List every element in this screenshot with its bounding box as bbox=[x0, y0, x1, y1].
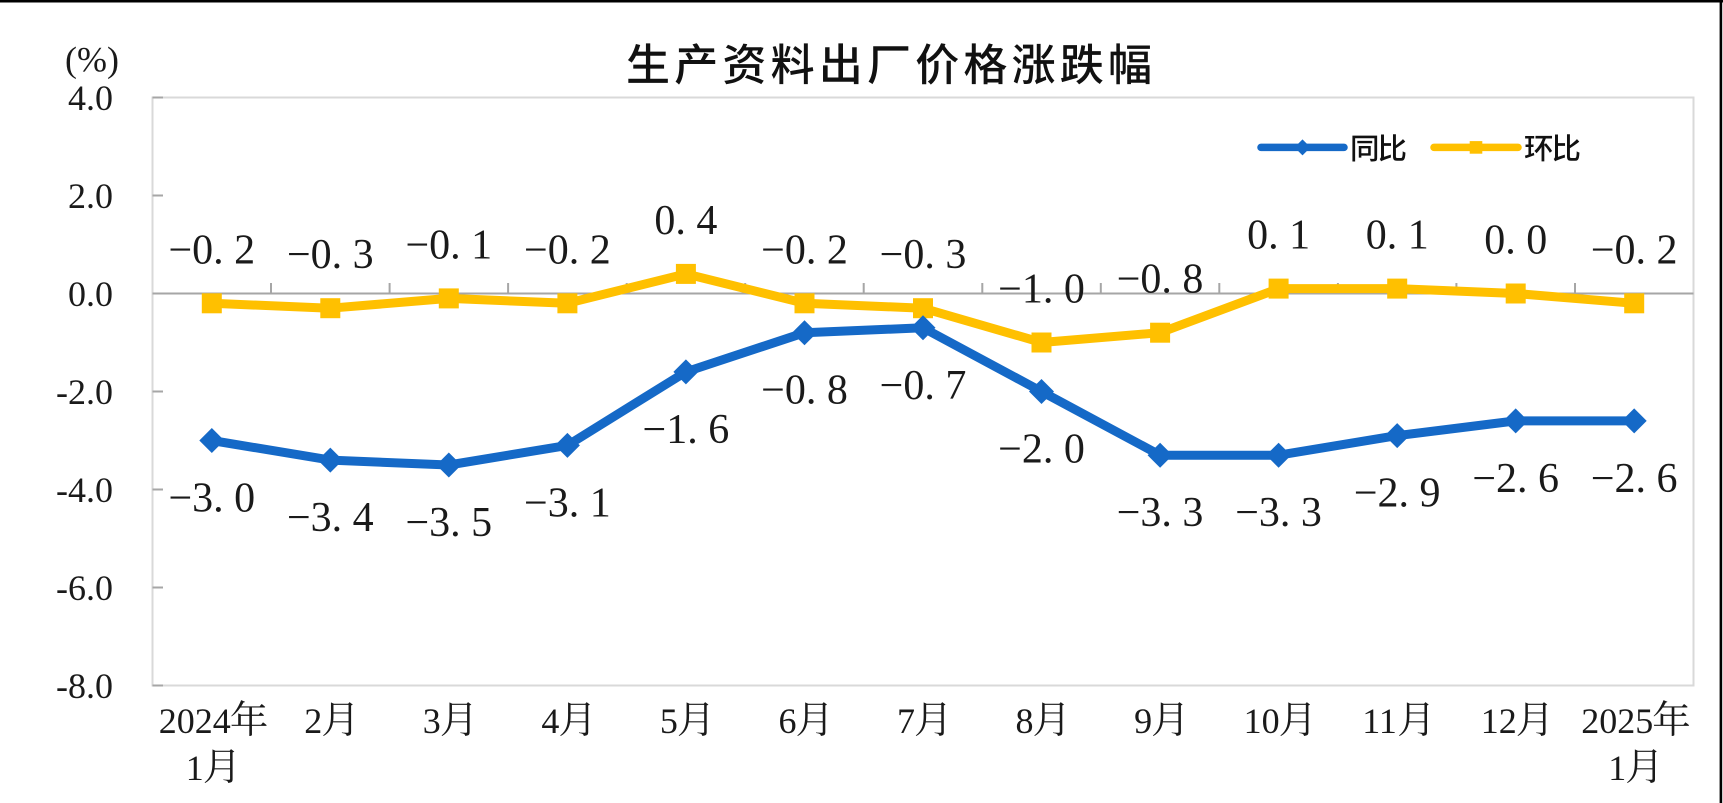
svg-text:8: 8 bbox=[1016, 701, 1034, 741]
svg-text:3: 3 bbox=[423, 701, 441, 741]
svg-text:4: 4 bbox=[541, 701, 559, 741]
svg-text:12: 12 bbox=[1481, 701, 1517, 741]
svg-text:−3. 5: −3. 5 bbox=[405, 500, 492, 546]
svg-text:7: 7 bbox=[897, 701, 915, 741]
svg-text:−3. 1: −3. 1 bbox=[524, 480, 611, 526]
svg-text:−3. 3: −3. 3 bbox=[1235, 490, 1322, 536]
svg-text:1: 1 bbox=[186, 748, 204, 788]
svg-text:0. 1: 0. 1 bbox=[1366, 213, 1429, 259]
svg-text:-2.0: -2.0 bbox=[56, 372, 113, 412]
svg-text:−2. 6: −2. 6 bbox=[1472, 456, 1559, 502]
svg-text:−1. 0: −1. 0 bbox=[998, 267, 1085, 313]
svg-text:-4.0: -4.0 bbox=[56, 470, 113, 510]
svg-text:−3. 4: −3. 4 bbox=[287, 495, 374, 541]
svg-text:−0. 2: −0. 2 bbox=[524, 227, 611, 273]
svg-text:9: 9 bbox=[1134, 701, 1152, 741]
svg-text:−0. 3: −0. 3 bbox=[287, 232, 374, 278]
svg-text:−3. 3: −3. 3 bbox=[1117, 490, 1204, 536]
svg-text:−0. 3: −0. 3 bbox=[880, 232, 967, 278]
svg-text:−0. 1: −0. 1 bbox=[405, 222, 492, 268]
svg-text:(%): (%) bbox=[65, 40, 119, 80]
svg-text:−2. 6: −2. 6 bbox=[1591, 456, 1678, 502]
svg-text:0.0: 0.0 bbox=[68, 274, 113, 314]
svg-text:10: 10 bbox=[1244, 701, 1280, 741]
svg-text:−1. 6: −1. 6 bbox=[643, 407, 730, 453]
svg-text:11: 11 bbox=[1362, 701, 1397, 741]
svg-text:2024: 2024 bbox=[159, 701, 231, 741]
svg-text:2025: 2025 bbox=[1581, 701, 1653, 741]
svg-text:5: 5 bbox=[660, 701, 678, 741]
svg-text:−0. 2: −0. 2 bbox=[761, 227, 848, 273]
svg-text:-8.0: -8.0 bbox=[56, 666, 113, 706]
svg-text:4.0: 4.0 bbox=[68, 78, 113, 118]
svg-text:-6.0: -6.0 bbox=[56, 568, 113, 608]
svg-text:−2. 9: −2. 9 bbox=[1354, 471, 1441, 517]
svg-text:−0. 7: −0. 7 bbox=[880, 363, 967, 409]
svg-text:6: 6 bbox=[779, 701, 797, 741]
svg-text:0. 1: 0. 1 bbox=[1247, 213, 1310, 259]
svg-text:−3. 0: −3. 0 bbox=[168, 476, 255, 522]
svg-text:2: 2 bbox=[304, 701, 322, 741]
svg-text:−0. 8: −0. 8 bbox=[761, 368, 848, 414]
svg-text:−0. 2: −0. 2 bbox=[1591, 227, 1678, 273]
svg-text:2.0: 2.0 bbox=[68, 176, 113, 216]
svg-text:1: 1 bbox=[1608, 748, 1626, 788]
svg-text:−2. 0: −2. 0 bbox=[998, 427, 1085, 473]
svg-text:−0. 8: −0. 8 bbox=[1117, 257, 1204, 303]
svg-text:0. 0: 0. 0 bbox=[1484, 218, 1547, 264]
svg-text:−0. 2: −0. 2 bbox=[168, 227, 255, 273]
svg-text:0. 4: 0. 4 bbox=[654, 198, 717, 244]
